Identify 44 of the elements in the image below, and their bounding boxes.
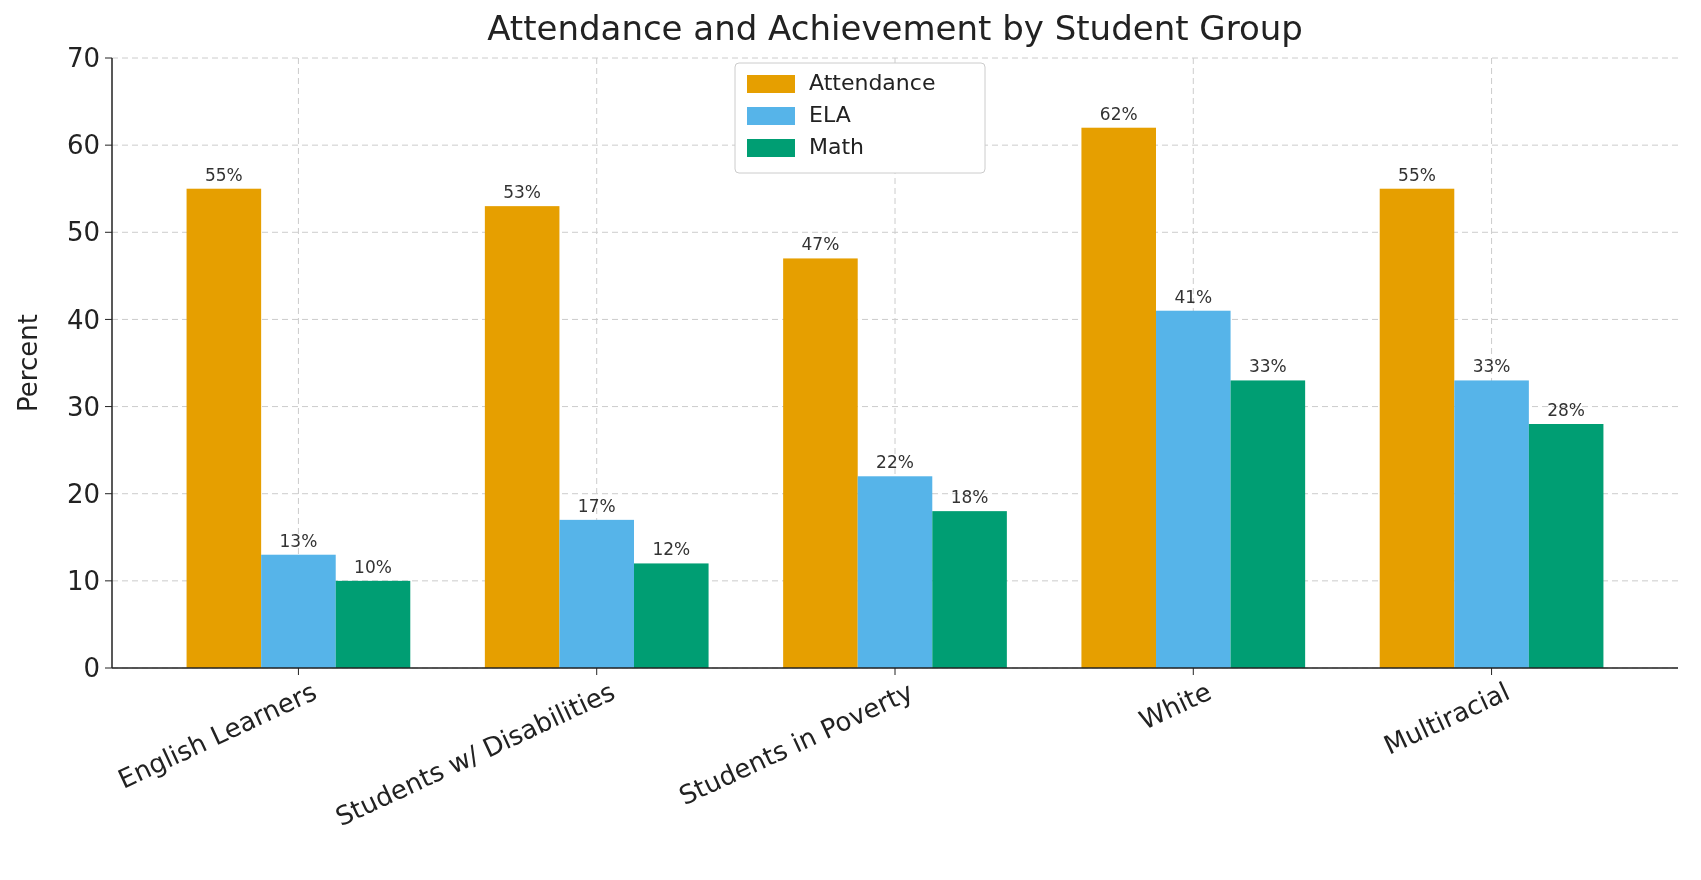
y-tick-label: 0 [83, 653, 100, 684]
bar [634, 563, 709, 668]
bar [261, 554, 336, 668]
data-label: 55% [1398, 164, 1436, 185]
data-label: 28% [1547, 400, 1586, 420]
data-label: 22% [876, 452, 914, 473]
data-label: 13% [279, 530, 318, 551]
legend-label: Math [809, 134, 865, 159]
y-tick-label: 40 [66, 304, 100, 335]
data-label: 33% [1248, 356, 1287, 377]
data-label: 12% [652, 539, 691, 560]
y-tick-label: 60 [66, 130, 100, 161]
chart-title: Attendance and Achievement by Student Group [487, 8, 1303, 48]
bar [1454, 380, 1529, 668]
y-tick-label: 10 [66, 565, 100, 596]
bar [335, 580, 411, 668]
bar [1081, 127, 1156, 668]
bar [559, 519, 634, 668]
bar [186, 188, 262, 668]
y-tick-label: 70 [66, 43, 100, 74]
data-label: 62% [1099, 103, 1138, 124]
bar [1528, 424, 1604, 668]
data-label: 10% [354, 556, 392, 577]
data-label: 55% [204, 164, 243, 185]
bar [484, 206, 560, 668]
bar [857, 476, 933, 668]
y-tick-label: 30 [66, 391, 100, 422]
bar [1379, 188, 1455, 668]
bar [1230, 380, 1306, 668]
data-label: 18% [950, 487, 989, 508]
y-axis-title: Percent [13, 314, 43, 412]
legend-label: Attendance [809, 70, 936, 95]
data-label: 33% [1472, 356, 1511, 377]
bar [783, 258, 858, 668]
data-label: 53% [503, 182, 542, 203]
legend-label: ELA [809, 102, 851, 127]
data-label: 41% [1174, 286, 1213, 307]
y-tick-label: 20 [66, 478, 100, 509]
data-label: 17% [577, 495, 616, 516]
data-label: 47% [801, 234, 840, 255]
bar [932, 511, 1007, 668]
y-tick-label: 50 [66, 217, 100, 248]
x-tick-label: White [1134, 676, 1216, 736]
bar [1156, 310, 1231, 668]
